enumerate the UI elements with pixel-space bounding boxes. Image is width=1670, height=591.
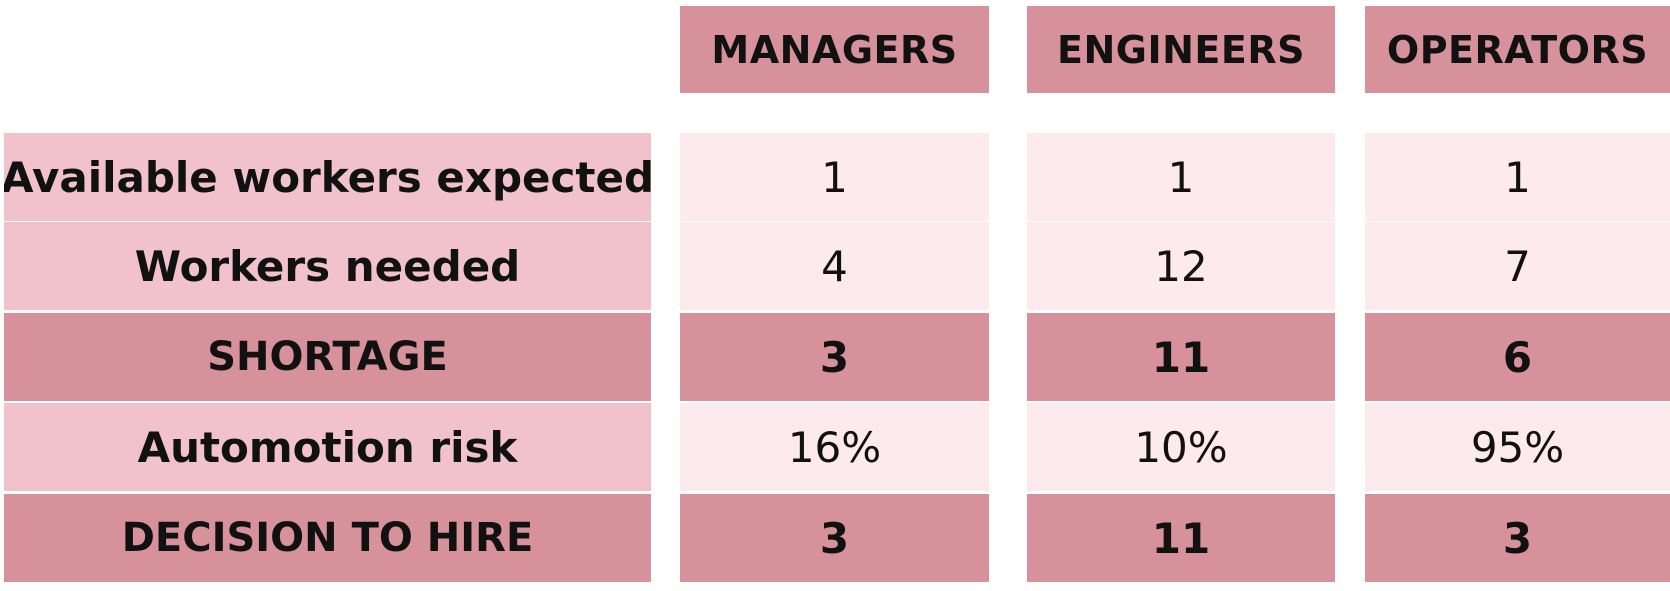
table-cell: 6 xyxy=(1365,313,1670,401)
table-cell: 1 xyxy=(1027,133,1335,221)
row-label-automotion-risk: Automotion risk xyxy=(4,403,651,491)
table-cell: 1 xyxy=(680,133,989,221)
column-header-managers: MANAGERS xyxy=(680,6,989,93)
table-cell: 7 xyxy=(1365,222,1670,310)
table-cell: 3 xyxy=(680,313,989,401)
table-cell: 1 xyxy=(1365,133,1670,221)
table-cell: 12 xyxy=(1027,222,1335,310)
row-label-decision-to-hire: DECISION TO HIRE xyxy=(4,494,651,582)
table-cell: 16% xyxy=(680,403,989,491)
table-cell: 4 xyxy=(680,222,989,310)
table-cell: 3 xyxy=(680,494,989,582)
table-cell: 3 xyxy=(1365,494,1670,582)
row-label-shortage: SHORTAGE xyxy=(4,313,651,401)
column-header-operators: OPERATORS xyxy=(1365,6,1670,93)
row-label-workers-needed: Workers needed xyxy=(4,222,651,310)
table-cell: 10% xyxy=(1027,403,1335,491)
row-label-available-workers: Available workers expected xyxy=(4,133,651,221)
column-header-engineers: ENGINEERS xyxy=(1027,6,1335,93)
table-cell: 11 xyxy=(1027,494,1335,582)
table-cell: 11 xyxy=(1027,313,1335,401)
table-cell: 95% xyxy=(1365,403,1670,491)
